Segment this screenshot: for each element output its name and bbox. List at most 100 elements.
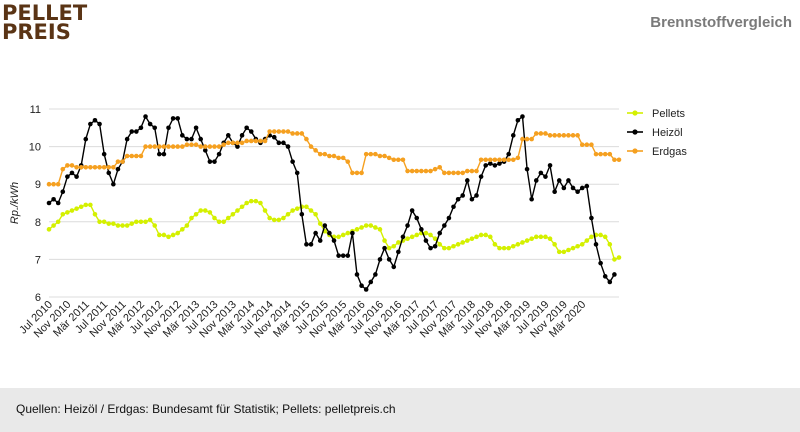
data-point-pellets — [598, 232, 603, 238]
data-point-erdgas — [248, 138, 254, 144]
data-point-pellets — [157, 232, 162, 238]
data-point-heizoel — [184, 136, 190, 142]
data-point-erdgas — [308, 144, 314, 149]
y-tick-label: 8 — [35, 217, 41, 229]
data-point-heizoel — [83, 136, 89, 142]
data-point-erdgas — [391, 157, 397, 163]
data-point-pellets — [65, 210, 70, 215]
data-point-pellets — [143, 219, 148, 225]
data-point-pellets — [538, 234, 544, 240]
data-point-pellets — [455, 242, 461, 247]
data-point-heizoel — [106, 170, 112, 176]
data-point-pellets — [368, 223, 374, 228]
data-point-pellets — [483, 232, 488, 238]
data-point-erdgas — [455, 170, 461, 176]
data-point-heizoel — [584, 183, 590, 189]
data-point-heizoel — [46, 200, 52, 206]
data-point-pellets — [423, 230, 429, 236]
data-point-heizoel — [336, 253, 341, 258]
data-point-pellets — [552, 242, 557, 247]
data-point-erdgas — [276, 129, 282, 134]
data-point-erdgas — [423, 168, 429, 174]
data-point-pellets — [170, 232, 176, 238]
data-point-pellets — [589, 234, 594, 240]
data-point-pellets — [465, 238, 470, 243]
data-point-heizoel — [386, 257, 392, 262]
data-point-pellets — [83, 202, 89, 208]
data-point-erdgas — [294, 131, 300, 136]
pelletpreis-logo[interactable]: PELLET PREIS — [2, 3, 102, 44]
data-point-heizoel — [317, 238, 323, 243]
data-point-erdgas — [377, 153, 383, 159]
data-point-pellets — [492, 242, 498, 247]
data-point-erdgas — [598, 151, 603, 157]
data-point-heizoel — [419, 227, 424, 232]
data-point-pellets — [225, 215, 231, 221]
data-point-heizoel — [304, 242, 309, 247]
data-point-erdgas — [336, 155, 341, 161]
data-point-erdgas — [322, 151, 328, 157]
data-point-heizoel — [391, 264, 397, 270]
data-point-pellets — [276, 217, 282, 223]
data-point-heizoel — [442, 223, 447, 228]
data-point-pellets — [221, 219, 226, 225]
data-point-heizoel — [51, 196, 56, 202]
data-point-erdgas — [281, 129, 286, 134]
data-point-erdgas — [65, 163, 70, 168]
data-point-erdgas — [382, 153, 387, 159]
data-point-pellets — [478, 232, 484, 238]
data-point-heizoel — [129, 129, 135, 134]
y-tick-label: 9 — [35, 179, 41, 191]
data-point-heizoel — [533, 178, 539, 183]
data-point-erdgas — [520, 136, 525, 142]
data-point-pellets — [405, 236, 410, 242]
data-point-heizoel — [239, 133, 245, 138]
data-point-heizoel — [589, 215, 594, 221]
data-point-pellets — [432, 236, 438, 242]
data-point-heizoel — [97, 121, 102, 127]
data-point-erdgas — [409, 168, 415, 174]
data-point-pellets — [377, 227, 383, 232]
data-point-erdgas — [207, 144, 213, 149]
data-point-erdgas — [157, 144, 162, 149]
data-point-pellets — [409, 234, 415, 240]
data-point-pellets — [253, 198, 259, 204]
data-point-heizoel — [189, 136, 194, 142]
data-point-pellets — [524, 238, 530, 243]
data-point-heizoel — [414, 215, 420, 221]
logo-line-2: PREIS — [2, 20, 71, 44]
data-point-heizoel — [396, 249, 401, 255]
data-point-pellets — [469, 236, 475, 242]
data-point-heizoel — [225, 133, 231, 138]
data-point-pellets — [207, 210, 213, 215]
data-point-pellets — [198, 208, 203, 213]
data-point-erdgas — [442, 170, 447, 176]
data-point-erdgas — [400, 157, 406, 163]
data-point-erdgas — [180, 144, 185, 149]
data-point-erdgas — [354, 170, 360, 176]
data-point-pellets — [317, 221, 323, 226]
data-point-heizoel — [579, 185, 585, 191]
data-point-erdgas — [584, 142, 590, 148]
data-point-heizoel — [529, 196, 534, 202]
data-point-heizoel — [313, 230, 318, 236]
data-point-pellets — [506, 245, 511, 251]
data-point-pellets — [290, 208, 295, 213]
data-point-erdgas — [106, 164, 112, 170]
data-point-pellets — [460, 240, 466, 245]
data-point-pellets — [515, 242, 521, 247]
data-point-heizoel — [382, 245, 387, 251]
data-point-pellets — [285, 211, 291, 217]
data-point-heizoel — [483, 163, 488, 168]
data-point-erdgas — [533, 131, 539, 136]
data-point-erdgas — [570, 133, 576, 138]
data-point-pellets — [612, 257, 617, 262]
data-point-erdgas — [575, 133, 580, 138]
data-point-erdgas — [78, 164, 84, 170]
data-point-erdgas — [175, 144, 181, 149]
data-point-erdgas — [92, 164, 98, 170]
data-point-pellets — [543, 234, 548, 240]
data-point-erdgas — [304, 136, 309, 142]
data-point-heizoel — [400, 234, 406, 240]
